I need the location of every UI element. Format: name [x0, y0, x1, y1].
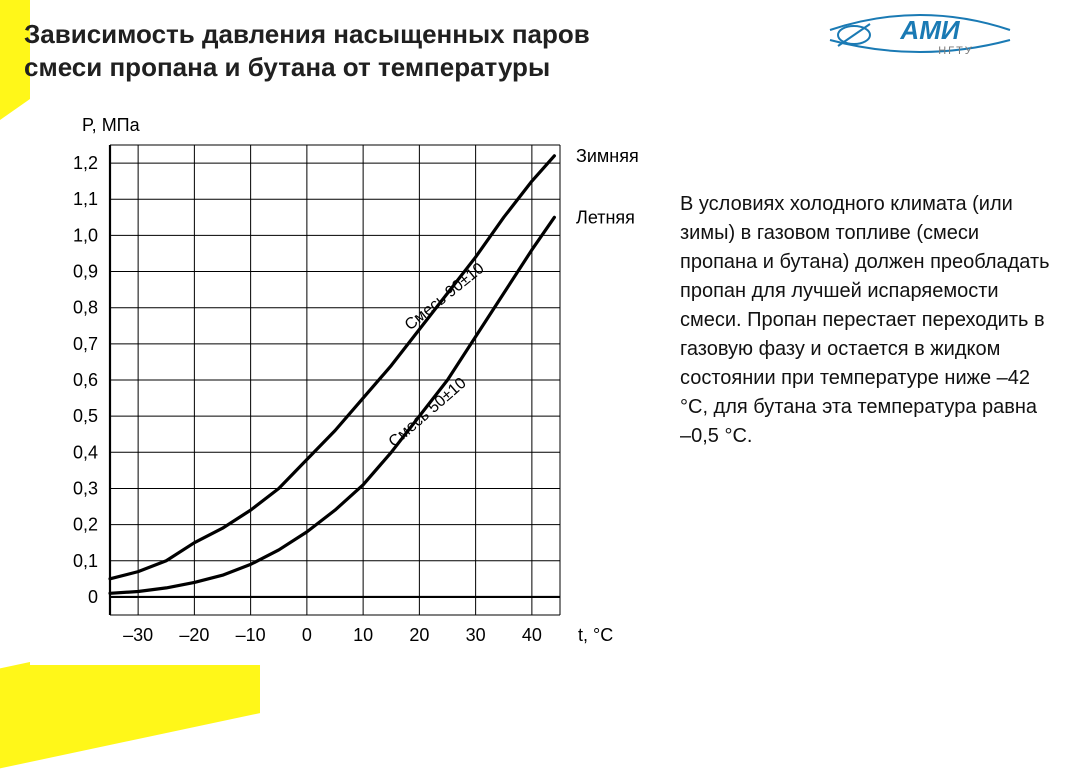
svg-text:–20: –20 — [179, 625, 209, 645]
svg-text:0,8: 0,8 — [73, 298, 98, 318]
svg-text:0,3: 0,3 — [73, 478, 98, 498]
svg-text:0,4: 0,4 — [73, 442, 98, 462]
svg-text:40: 40 — [522, 625, 542, 645]
svg-text:1,2: 1,2 — [73, 153, 98, 173]
svg-text:0,2: 0,2 — [73, 515, 98, 535]
svg-text:0,5: 0,5 — [73, 406, 98, 426]
svg-text:1,1: 1,1 — [73, 189, 98, 209]
svg-text:–10: –10 — [236, 625, 266, 645]
svg-text:1,0: 1,0 — [73, 225, 98, 245]
svg-text:t, °C: t, °C — [578, 625, 613, 645]
svg-text:10: 10 — [353, 625, 373, 645]
series-label-winter: Зимняя — [576, 146, 639, 166]
svg-text:30: 30 — [466, 625, 486, 645]
svg-text:–30: –30 — [123, 625, 153, 645]
slide-title: Зависимость давления насыщенных паров см… — [24, 18, 664, 83]
logo-text-sub: НГТУ — [938, 45, 974, 57]
vapor-pressure-chart: –30 –20 –10 0 10 20 30 40 0 0,1 0,2 0,3 0,4 0,5 0,6 0,7… — [30, 105, 670, 665]
explanatory-paragraph: В условиях холодного климата (или зимы) … — [680, 190, 1050, 451]
logo: АМИ НГТУ — [820, 6, 1020, 66]
svg-text:0,1: 0,1 — [73, 551, 98, 571]
svg-text:P, МПа: P, МПа — [82, 115, 141, 135]
svg-text:20: 20 — [409, 625, 429, 645]
svg-text:0,7: 0,7 — [73, 334, 98, 354]
logo-text-main: АМИ — [899, 15, 960, 45]
series-label-summer: Летняя — [576, 207, 635, 227]
svg-text:0: 0 — [302, 625, 312, 645]
svg-text:0: 0 — [88, 587, 98, 607]
svg-text:0,9: 0,9 — [73, 262, 98, 282]
svg-text:0,6: 0,6 — [73, 370, 98, 390]
